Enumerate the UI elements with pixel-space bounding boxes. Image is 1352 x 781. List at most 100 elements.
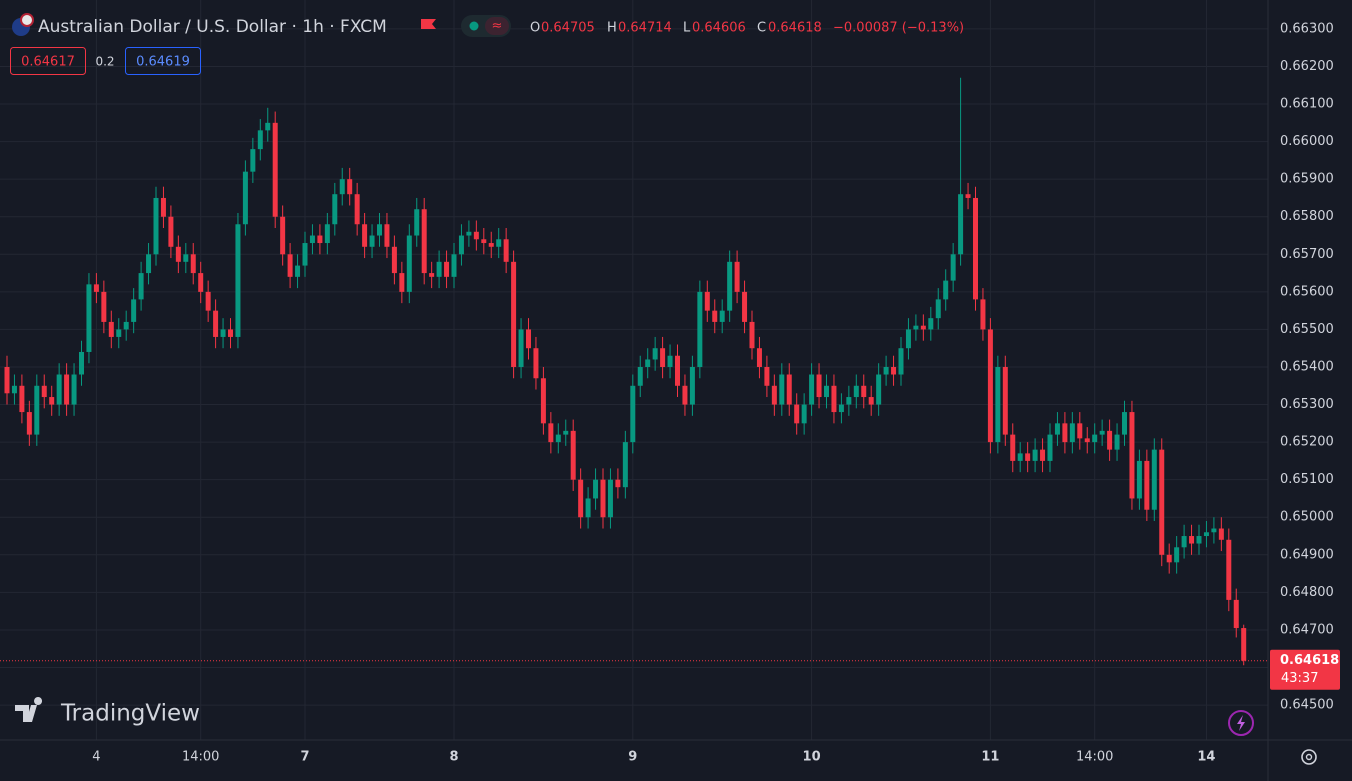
- candle-body: [421, 209, 427, 274]
- candle-body: [1136, 460, 1142, 499]
- x-tick-label: 9: [628, 750, 637, 765]
- y-tick-label: 0.65500: [1280, 322, 1334, 337]
- candle-body: [324, 224, 330, 244]
- candle-body: [160, 197, 166, 217]
- x-tick-label: 8: [449, 750, 458, 765]
- y-tick-label: 0.66100: [1280, 97, 1334, 112]
- candle-body: [101, 291, 107, 322]
- x-tick-label: 4: [92, 750, 100, 765]
- candle-body: [540, 378, 546, 424]
- candle-body: [123, 321, 129, 330]
- candle-body: [458, 235, 464, 255]
- candle-body: [615, 479, 621, 488]
- candle-body: [414, 209, 420, 236]
- candle-body: [183, 254, 189, 262]
- bid-price[interactable]: 0.64617: [21, 55, 75, 70]
- candle-body: [1129, 412, 1135, 499]
- y-tick-label: 0.65200: [1280, 435, 1334, 450]
- last-price-label: 0.64618: [1280, 653, 1339, 668]
- candle-body: [332, 194, 338, 225]
- settings-button[interactable]: [1301, 749, 1317, 765]
- candle-body: [1062, 423, 1068, 443]
- candle-body: [1047, 434, 1053, 461]
- candle-body: [905, 329, 911, 349]
- candle-body: [257, 130, 263, 150]
- y-tick-label: 0.66200: [1280, 59, 1334, 74]
- lightning-icon: [1237, 715, 1245, 731]
- candle-body: [913, 325, 919, 330]
- candle-body: [131, 299, 137, 322]
- candle-body: [287, 254, 293, 277]
- change: −0.00087 (−0.13%): [833, 21, 964, 36]
- lightning-button[interactable]: [1228, 710, 1254, 736]
- y-tick-label: 0.65100: [1280, 472, 1334, 487]
- candle-body: [302, 243, 308, 266]
- candle-body: [250, 149, 256, 172]
- candle-body: [1181, 536, 1187, 548]
- candle-body: [1017, 453, 1023, 461]
- candle-body: [116, 329, 122, 337]
- candle-body: [831, 385, 837, 413]
- candle-body: [511, 261, 517, 367]
- candle-body: [79, 351, 84, 375]
- candle-body: [704, 291, 710, 311]
- ohlc-value: 0.64606: [692, 21, 746, 36]
- symbol-title[interactable]: Australian Dollar / U.S. Dollar · 1h · F…: [38, 17, 387, 37]
- candle-body: [1077, 423, 1083, 439]
- candle-body: [868, 397, 874, 405]
- y-tick-label: 0.65300: [1280, 397, 1334, 412]
- candle-body: [734, 261, 740, 292]
- delay-icon: ≈: [492, 19, 503, 34]
- ask-box[interactable]: [125, 47, 201, 75]
- candle-body: [242, 171, 248, 225]
- x-tick-label: 14:00: [182, 750, 219, 765]
- candle-body: [71, 374, 77, 405]
- candle-body: [742, 291, 748, 322]
- last-price-tag: [1270, 649, 1340, 690]
- candle-body: [891, 366, 897, 375]
- candle-body: [1233, 599, 1239, 629]
- candle-body: [809, 374, 815, 405]
- candle-body: [697, 291, 703, 367]
- candle-body: [950, 254, 956, 281]
- market-open-dot: [469, 21, 479, 31]
- candle-body: [34, 385, 40, 435]
- bid-box[interactable]: [10, 47, 86, 75]
- candle-body: [526, 329, 531, 349]
- candle-body: [451, 254, 457, 277]
- candle-body: [518, 329, 524, 367]
- flag-marker[interactable]: [421, 19, 436, 29]
- candle-body: [384, 224, 390, 247]
- candle-body: [272, 122, 278, 217]
- candle-body: [645, 359, 651, 367]
- candle-body: [801, 404, 807, 424]
- candle-body: [175, 246, 181, 262]
- candle-body: [265, 122, 271, 131]
- candle-body: [958, 194, 964, 255]
- candle-body: [466, 231, 472, 236]
- candle-body: [1002, 366, 1008, 435]
- candle-body: [652, 348, 658, 360]
- candle-body: [637, 366, 643, 386]
- ask-price[interactable]: 0.64619: [136, 55, 190, 70]
- candle-body: [935, 299, 941, 319]
- candle-body: [585, 498, 591, 518]
- candle-body: [488, 243, 494, 247]
- candle-body: [1144, 460, 1150, 510]
- candle-body: [943, 280, 949, 300]
- candles: [0, 77, 1268, 666]
- candle-body: [1107, 430, 1113, 450]
- candle-body: [41, 385, 47, 398]
- candle-body: [846, 397, 852, 405]
- candle-body: [49, 397, 55, 405]
- candle-body: [406, 235, 412, 292]
- candle-body: [1032, 449, 1038, 461]
- candle-body: [600, 479, 606, 518]
- candle-body: [1099, 430, 1105, 435]
- candle-body: [980, 299, 986, 330]
- candle-body: [622, 442, 628, 488]
- candle-body: [1084, 438, 1090, 443]
- y-tick-label: 0.64700: [1280, 622, 1334, 637]
